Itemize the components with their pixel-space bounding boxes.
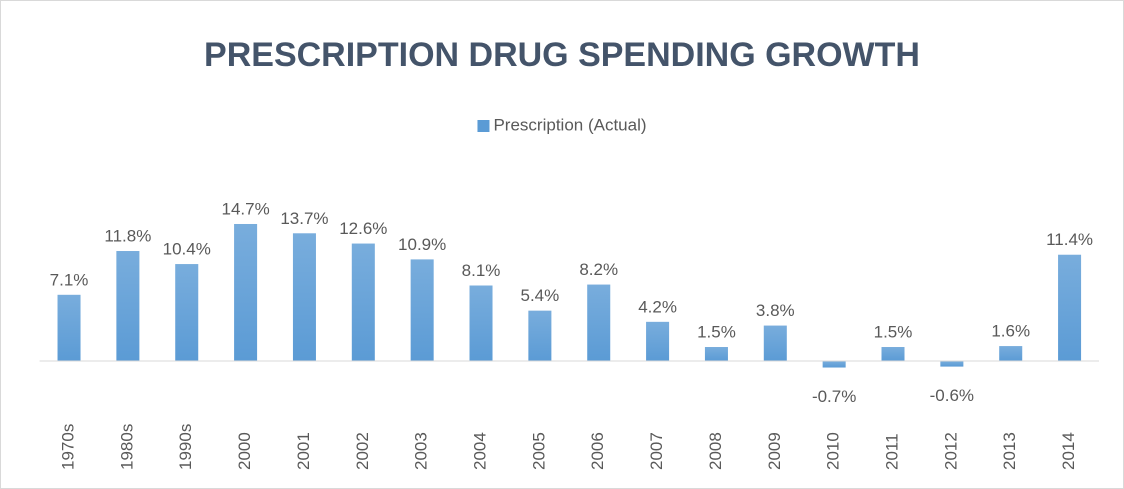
data-label: 7.1% xyxy=(50,270,89,289)
x-tick-label: 2010 xyxy=(824,432,843,470)
bar-shade xyxy=(646,321,670,361)
data-label: 10.4% xyxy=(163,240,211,259)
bar-shade xyxy=(704,347,728,361)
data-label: 3.8% xyxy=(756,301,795,320)
bar-shade xyxy=(1058,254,1082,361)
x-tick-label: 1990s xyxy=(176,424,195,470)
bar-shade xyxy=(292,233,316,361)
x-tick-label: 2008 xyxy=(706,432,725,470)
x-tick-label: 2000 xyxy=(235,432,254,470)
data-label: 12.6% xyxy=(339,219,387,238)
x-tick-label: 2007 xyxy=(647,432,666,470)
bar-shade xyxy=(410,259,434,361)
legend-label: Prescription (Actual) xyxy=(493,115,646,134)
data-label: 8.1% xyxy=(462,261,501,280)
x-tick-label: 1980s xyxy=(117,424,136,470)
x-tick-label: 2012 xyxy=(941,432,960,470)
legend: Prescription (Actual) xyxy=(477,115,647,134)
data-label: -0.7% xyxy=(812,387,856,406)
chart-title: PRESCRIPTION DRUG SPENDING GROWTH xyxy=(204,36,920,74)
data-label: 4.2% xyxy=(638,297,677,316)
bar-shade xyxy=(175,264,199,361)
data-label: 1.6% xyxy=(991,322,1030,341)
data-label: 11.4% xyxy=(1046,230,1093,249)
data-label: 11.8% xyxy=(104,227,151,246)
bar-shade xyxy=(234,223,258,361)
x-tick-label: 2011 xyxy=(882,433,901,470)
data-label: 8.2% xyxy=(579,260,618,279)
x-tick-label: 2014 xyxy=(1059,432,1078,470)
bar-shade xyxy=(587,284,611,361)
data-label: 13.7% xyxy=(280,209,328,228)
x-tick-label: 2003 xyxy=(412,432,431,470)
x-tick-label: 2004 xyxy=(471,432,490,470)
x-tick-label: 2005 xyxy=(529,432,548,470)
data-label: 14.7% xyxy=(221,199,269,218)
data-label: 5.4% xyxy=(520,286,559,305)
x-tick-label: 2002 xyxy=(353,432,372,470)
bar-shade xyxy=(763,325,787,361)
bar-shade xyxy=(999,346,1023,361)
bar-shade xyxy=(469,285,493,361)
data-label: 1.5% xyxy=(697,323,736,342)
bar-shade xyxy=(351,243,375,361)
data-label: -0.6% xyxy=(930,386,974,405)
bar-shade xyxy=(116,251,140,361)
bar-shade xyxy=(57,294,81,361)
x-tick-label: 2001 xyxy=(294,432,313,470)
legend-swatch xyxy=(477,120,490,132)
bar-shade xyxy=(940,361,964,367)
x-tick-label: 2013 xyxy=(1000,432,1019,470)
x-tick-label: 2009 xyxy=(765,432,784,470)
bar-shade xyxy=(528,310,552,361)
data-label: 10.9% xyxy=(398,235,446,254)
data-label: 1.5% xyxy=(874,323,913,342)
bar-shade xyxy=(881,347,905,361)
bar-shade xyxy=(822,361,846,368)
x-tick-label: 1970s xyxy=(59,424,78,470)
x-tick-label: 2006 xyxy=(588,432,607,470)
